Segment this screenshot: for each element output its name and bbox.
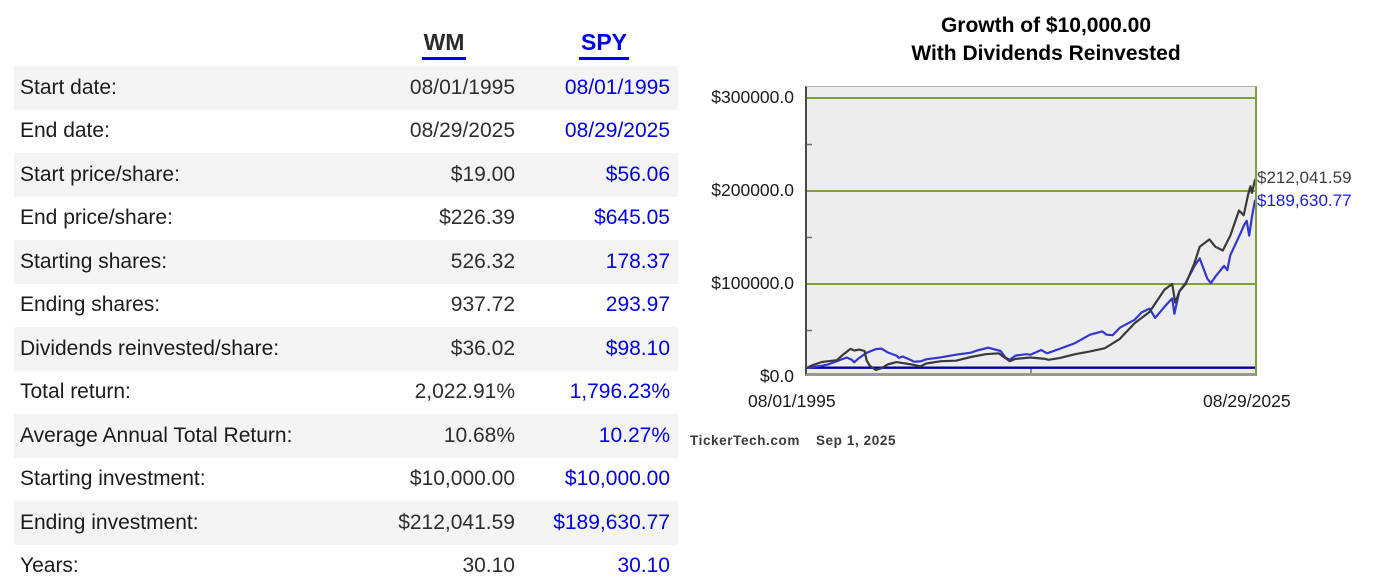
table-row: End price/share: $226.39 $645.05 <box>14 197 678 241</box>
table-row: Average Annual Total Return: 10.68% 10.27% <box>14 414 678 458</box>
row-spy: 08/29/2025 <box>564 119 670 143</box>
row-wm: 10.68% <box>443 423 515 447</box>
y-axis-label: $0.0 <box>759 366 794 386</box>
row-wm: 08/29/2025 <box>409 119 515 143</box>
row-label: Dividends reinvested/share: <box>20 336 280 360</box>
row-wm: $10,000.00 <box>409 467 515 491</box>
spy-end-value-label: $189,630.77 <box>1257 191 1352 210</box>
row-spy: $98.10 <box>605 336 670 360</box>
row-spy: 178.37 <box>605 249 670 273</box>
row-spy: 08/01/1995 <box>564 75 670 99</box>
row-label: Years: <box>20 554 79 578</box>
table-row: Dividends reinvested/share: $36.02 $98.10 <box>14 327 678 371</box>
spy-ticker-link[interactable]: SPY <box>578 29 630 60</box>
row-label: Ending shares: <box>20 293 161 317</box>
y-axis-label: $300000.0 <box>711 87 794 107</box>
wm-end-value-label: $212,041.59 <box>1257 168 1352 187</box>
chart-title-line1: Growth of $10,000.00 <box>940 14 1152 37</box>
row-wm: $36.02 <box>450 336 515 360</box>
table-row: Ending investment: $212,041.59 $189,630.77 <box>14 501 678 545</box>
table-row: Starting investment: $10,000.00 $10,000.00 <box>14 458 678 502</box>
wm-growth-line <box>807 178 1255 372</box>
table-row: Start price/share: $19.00 $56.06 <box>14 153 678 197</box>
row-wm: 2,022.91% <box>414 380 515 404</box>
row-label: End date: <box>20 119 110 143</box>
wm-ticker-link[interactable]: WM <box>421 29 467 60</box>
y-axis-label: $200000.0 <box>711 180 794 200</box>
row-label: Starting shares: <box>20 249 168 273</box>
row-wm: $19.00 <box>450 162 515 186</box>
growth-chart-svg <box>807 97 1255 373</box>
row-wm: 937.72 <box>450 293 515 317</box>
row-wm: $226.39 <box>439 206 515 230</box>
row-wm: $212,041.59 <box>398 510 515 534</box>
column-header-spy[interactable]: SPY <box>524 29 684 66</box>
row-spy: $645.05 <box>594 206 670 230</box>
table-row: Start date: 08/01/1995 08/01/1995 <box>14 66 678 110</box>
row-wm: 526.32 <box>450 249 515 273</box>
row-label: Ending investment: <box>20 510 199 534</box>
x-axis-label-end: 08/29/2025 <box>1203 391 1291 411</box>
chart-date: Sep 1, 2025 <box>815 433 897 448</box>
row-label: Starting investment: <box>20 467 206 491</box>
table-row: Starting shares: 526.32 178.37 <box>14 240 678 284</box>
chart-footer: TickerTech.com Sep 1, 2025 <box>690 433 896 448</box>
comparison-table: WM SPY Start date: 08/01/1995 08/01/1995 En… <box>14 10 678 588</box>
row-spy: $10,000.00 <box>564 467 670 491</box>
comparison-table-header: WM SPY <box>14 10 678 66</box>
row-spy: 10.27% <box>598 423 670 447</box>
table-row: Total return: 2,022.91% 1,796.23% <box>14 371 678 415</box>
row-spy: 293.97 <box>605 293 670 317</box>
header-spacer <box>14 60 364 66</box>
row-label: Total return: <box>20 380 131 404</box>
row-wm: 08/01/1995 <box>409 75 515 99</box>
table-row: Years: 30.10 30.10 <box>14 545 678 588</box>
row-label: End price/share: <box>20 206 173 230</box>
source-attribution: TickerTech.com <box>690 433 800 448</box>
table-row: End date: 08/29/2025 08/29/2025 <box>14 110 678 154</box>
row-spy: 1,796.23% <box>569 380 670 404</box>
column-header-wm[interactable]: WM <box>364 29 524 66</box>
row-label: Average Annual Total Return: <box>20 423 293 447</box>
row-spy: $189,630.77 <box>553 510 670 534</box>
row-label: Start date: <box>20 75 117 99</box>
table-row: Ending shares: 937.72 293.97 <box>14 284 678 328</box>
chart-title: Growth of $10,000.00 With Dividends Rein… <box>746 12 1346 68</box>
row-spy: $56.06 <box>605 162 670 186</box>
row-spy: 30.10 <box>617 554 670 578</box>
chart-title-line2: With Dividends Reinvested <box>911 42 1181 65</box>
row-label: Start price/share: <box>20 162 180 186</box>
growth-chart-plot <box>805 86 1257 376</box>
row-wm: 30.10 <box>462 554 515 578</box>
y-axis-label: $100000.0 <box>711 273 794 293</box>
spy-growth-line <box>807 199 1255 369</box>
comparison-table-body: Start date: 08/01/1995 08/01/1995 End date:… <box>14 66 678 588</box>
x-axis-label-start: 08/01/1995 <box>748 391 836 411</box>
